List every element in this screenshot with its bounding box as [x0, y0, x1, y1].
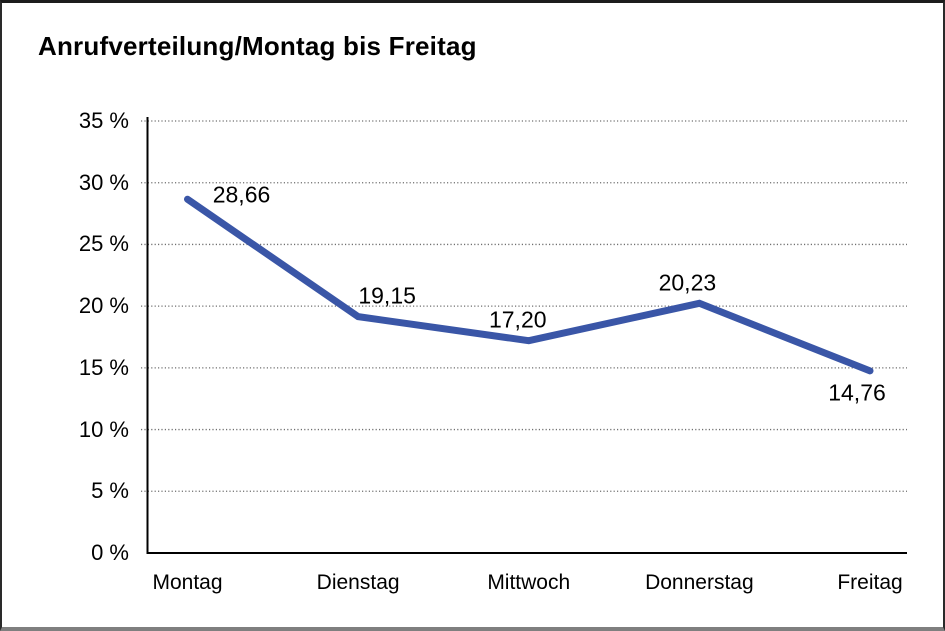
data-point-value-label: 20,23: [658, 269, 717, 296]
x-axis-category-label: Donnerstag: [645, 571, 754, 594]
x-axis-category-label: Montag: [152, 571, 223, 594]
data-point-value-label: 14,76: [828, 379, 886, 406]
y-axis-tick-label: 25 %: [78, 231, 129, 257]
y-axis-tick-label: 35 %: [78, 108, 129, 133]
y-axis-tick-label: 15 %: [78, 354, 129, 380]
data-point-value-label: 28,66: [212, 181, 271, 208]
axes: [146, 117, 907, 554]
data-point-value-label: 19,15: [358, 282, 416, 309]
line-chart-plot: [141, 117, 907, 554]
y-axis-tick-label: 20 %: [78, 293, 129, 319]
y-axis-tick-label: 30 %: [78, 169, 129, 195]
data-point-value-label: 17,20: [488, 306, 547, 333]
y-axis-tick-label: 5 %: [91, 478, 129, 504]
x-axis-category-label: Freitag: [837, 571, 903, 594]
data-series-line: [184, 195, 874, 375]
x-axis-category-label: Mittwoch: [487, 571, 571, 594]
y-axis-tick-label: 10 %: [78, 416, 129, 442]
chart-title: Anrufverteilung/Montag bis Freitag: [38, 31, 477, 61]
x-axis-category-label: Dienstag: [316, 571, 400, 594]
y-axis-tick-label: 0 %: [91, 540, 129, 565]
series-polyline: [184, 195, 874, 375]
